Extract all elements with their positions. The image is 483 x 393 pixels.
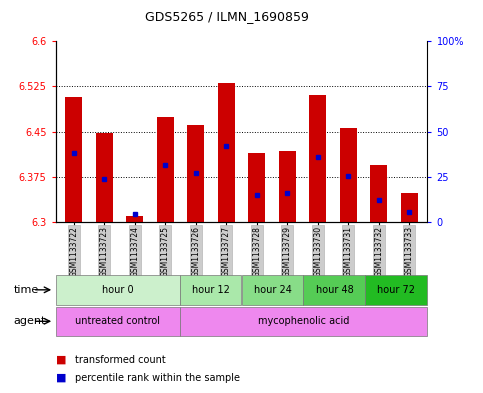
Bar [157, 117, 174, 222]
Text: ■: ■ [56, 373, 66, 383]
Bar [96, 133, 113, 222]
Bar [366, 275, 427, 305]
Bar [56, 307, 180, 336]
Bar [242, 275, 303, 305]
Text: mycophenolic acid: mycophenolic acid [258, 316, 349, 326]
Bar [279, 151, 296, 222]
Bar [303, 275, 366, 305]
Text: ■: ■ [56, 354, 66, 365]
Bar [370, 165, 387, 222]
Bar [340, 128, 356, 222]
Text: untreated control: untreated control [75, 316, 160, 326]
Text: GDS5265 / ILMN_1690859: GDS5265 / ILMN_1690859 [145, 10, 309, 23]
Bar [180, 275, 242, 305]
Bar [309, 95, 326, 222]
Bar [401, 193, 417, 222]
Text: hour 0: hour 0 [102, 285, 133, 295]
Text: agent: agent [14, 316, 46, 326]
Text: hour 48: hour 48 [315, 285, 354, 295]
Bar [56, 275, 180, 305]
Bar [248, 153, 265, 222]
Bar [218, 83, 235, 222]
Bar [180, 307, 427, 336]
Text: percentile rank within the sample: percentile rank within the sample [75, 373, 240, 383]
Text: hour 24: hour 24 [254, 285, 291, 295]
Text: hour 12: hour 12 [192, 285, 229, 295]
Bar [187, 125, 204, 222]
Text: transformed count: transformed count [75, 354, 166, 365]
Text: time: time [14, 285, 39, 295]
Bar [127, 216, 143, 222]
Bar [66, 97, 82, 222]
Text: hour 72: hour 72 [377, 285, 415, 295]
